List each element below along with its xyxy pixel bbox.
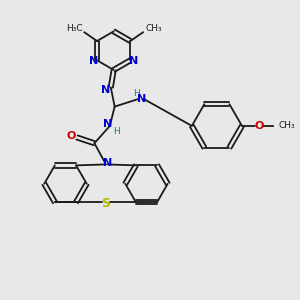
Text: CH₃: CH₃ [279,122,295,130]
Text: N: N [101,85,111,95]
Text: O: O [67,131,76,142]
Text: N: N [137,94,146,104]
Text: N: N [89,56,99,66]
Text: N: N [103,119,112,129]
Text: CH₃: CH₃ [146,24,163,33]
Text: O: O [255,121,264,131]
Text: H₃C: H₃C [66,24,82,33]
Text: N: N [129,56,138,66]
Text: H: H [134,88,140,98]
Text: N: N [103,158,112,167]
Text: H: H [113,127,120,136]
Text: S: S [101,196,110,210]
